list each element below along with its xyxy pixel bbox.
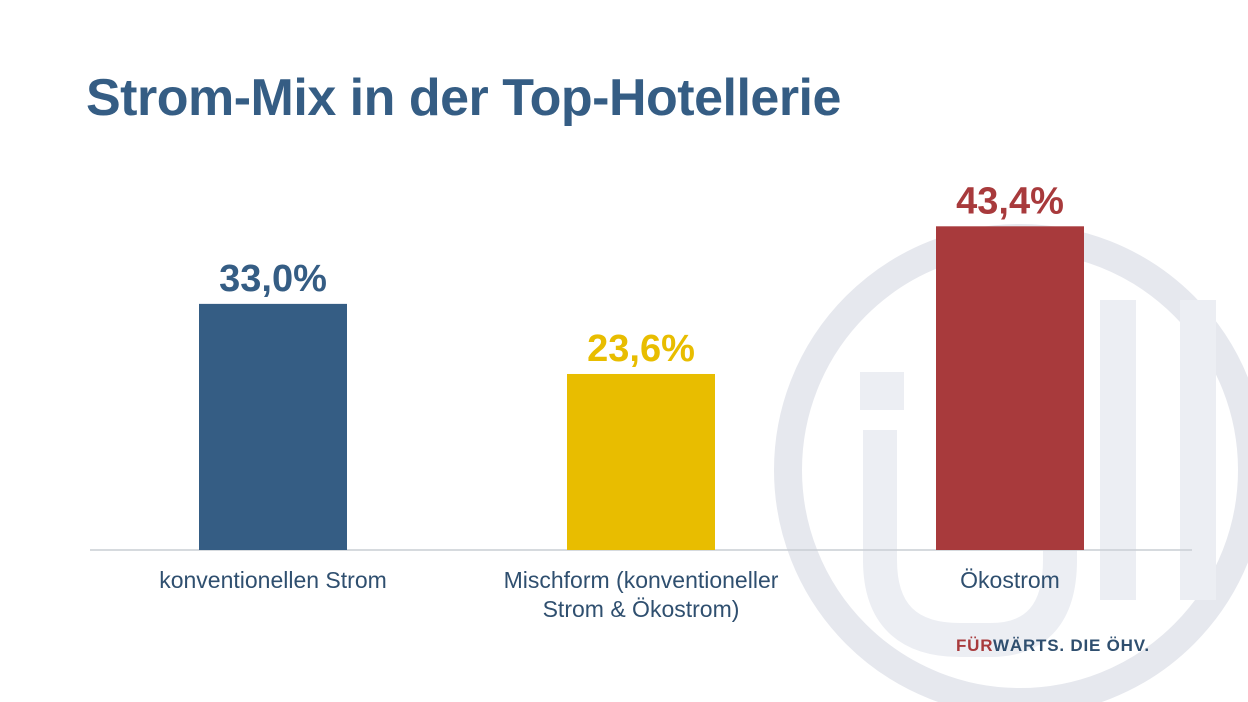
x-tick-label-3: Ökostrom	[830, 566, 1190, 595]
x-tick-label-2: Mischform (konventioneller Strom & Ökostr…	[461, 566, 821, 624]
slogan-part-1: FÜR	[956, 636, 994, 655]
bar-3	[936, 226, 1084, 550]
bar-1	[199, 303, 347, 550]
slogan-part-2: WÄRTS. DIE ÖHV.	[993, 636, 1150, 655]
x-tick-label-line: Mischform (konventioneller	[503, 567, 779, 593]
chart-title: Strom-Mix in der Top-Hotellerie	[86, 69, 841, 127]
data-label-1: 33,0%	[219, 258, 327, 300]
bar-2	[567, 373, 715, 550]
data-label-3: 43,4%	[956, 180, 1064, 222]
x-tick-label-line: Strom & Ökostrom)	[542, 596, 740, 622]
x-tick-label-line: konventionellen Strom	[159, 567, 387, 593]
data-label-2: 23,6%	[587, 328, 695, 370]
slogan-text: FÜRWÄRTS. DIE ÖHV.	[956, 636, 1150, 656]
x-tick-label-1: konventionellen Strom	[93, 566, 453, 595]
x-tick-label-line: Ökostrom	[960, 567, 1060, 593]
